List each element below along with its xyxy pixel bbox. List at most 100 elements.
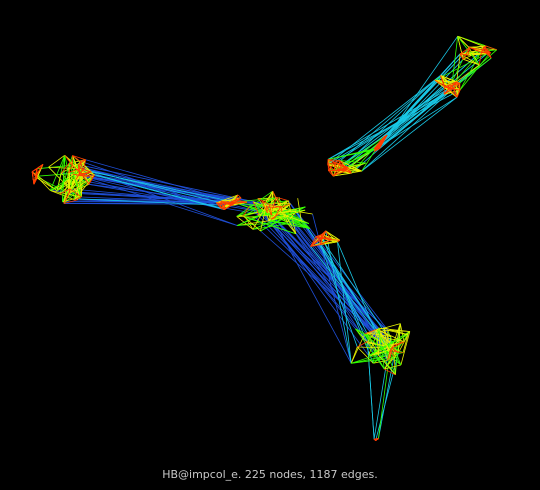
graph-edge bbox=[343, 145, 381, 167]
graph-edge bbox=[257, 212, 311, 229]
graph-edge bbox=[457, 35, 485, 47]
graph-edge bbox=[334, 162, 338, 171]
graph-edge bbox=[378, 328, 385, 370]
graph-edge bbox=[72, 155, 86, 161]
graph-edge bbox=[483, 45, 486, 50]
graph-edge bbox=[243, 196, 277, 217]
graph-edge bbox=[56, 161, 81, 191]
graph-edge bbox=[456, 64, 480, 83]
graph-edge bbox=[317, 230, 326, 238]
graph-edge bbox=[268, 204, 273, 216]
graph-edge bbox=[351, 350, 391, 364]
graph-edge bbox=[379, 333, 396, 375]
graph-edge bbox=[434, 79, 445, 87]
graph-edge bbox=[72, 164, 82, 175]
graph-edge bbox=[337, 160, 341, 171]
graph-edge bbox=[375, 438, 379, 441]
graph-edge bbox=[82, 168, 247, 203]
graph-edge bbox=[355, 328, 395, 358]
graph-edge bbox=[69, 188, 82, 198]
graph-edge bbox=[462, 47, 471, 60]
graph-edge bbox=[79, 168, 92, 173]
graph-edge bbox=[320, 241, 338, 245]
graph-edge bbox=[243, 215, 261, 232]
graph-edge bbox=[389, 347, 393, 360]
graph-edge bbox=[378, 327, 410, 332]
graph-edge bbox=[374, 148, 380, 152]
graph-edge bbox=[457, 36, 464, 60]
graph-edge bbox=[468, 46, 482, 53]
graph-edge bbox=[453, 82, 461, 89]
graph-edge bbox=[236, 190, 273, 217]
graph-edge bbox=[368, 334, 409, 356]
graph-edge bbox=[272, 191, 277, 199]
graph-edge bbox=[372, 328, 380, 364]
graph-edge bbox=[68, 163, 71, 194]
graph-edge bbox=[332, 170, 346, 177]
graph-edge bbox=[459, 47, 471, 55]
graph-edge bbox=[266, 206, 273, 216]
graph-edge bbox=[236, 216, 254, 230]
graph-edge bbox=[463, 58, 480, 66]
graph-edge bbox=[236, 196, 277, 217]
graph-edge bbox=[272, 191, 275, 219]
graph-edge bbox=[297, 198, 302, 222]
graph-edge bbox=[328, 159, 341, 162]
graph-edge bbox=[69, 183, 90, 194]
graph-edge bbox=[69, 171, 92, 190]
graph-edge bbox=[276, 196, 311, 229]
graph-edge bbox=[310, 244, 321, 247]
graph-edge bbox=[350, 346, 358, 364]
graph-edge bbox=[272, 209, 297, 211]
graph-edge bbox=[481, 51, 490, 55]
graph-edge bbox=[60, 162, 70, 174]
graph-edge bbox=[271, 209, 306, 221]
graph-edge bbox=[376, 329, 379, 356]
graph-edge bbox=[327, 160, 341, 165]
graph-edge bbox=[383, 352, 399, 370]
graph-edge bbox=[268, 219, 378, 337]
graph-edge bbox=[235, 194, 239, 201]
graph-edge bbox=[364, 333, 396, 376]
graph-edge bbox=[434, 79, 457, 83]
graph-edge bbox=[351, 85, 453, 174]
graph-edge bbox=[269, 213, 273, 216]
graph-edge bbox=[310, 237, 319, 247]
graph-edge bbox=[67, 165, 73, 173]
graph-edge bbox=[366, 330, 388, 334]
graph-edge bbox=[78, 159, 86, 166]
graph-edge bbox=[82, 171, 225, 210]
graph-edge bbox=[78, 164, 281, 208]
graph-edge bbox=[373, 360, 388, 364]
graph-edge bbox=[440, 75, 446, 87]
graph-edge bbox=[85, 159, 235, 203]
graph-edge bbox=[339, 160, 345, 166]
graph-edge bbox=[31, 171, 35, 185]
graph-edge bbox=[334, 167, 347, 171]
graph-edge bbox=[374, 59, 464, 152]
graph-edge bbox=[270, 218, 393, 349]
graph-edge bbox=[469, 45, 486, 48]
graph-edge bbox=[459, 53, 464, 60]
graph-edge bbox=[36, 164, 44, 170]
graph-edge bbox=[332, 170, 362, 177]
graph-edge bbox=[320, 244, 368, 333]
graph-edge bbox=[485, 45, 488, 54]
graph-edge bbox=[243, 205, 250, 217]
graph-edge bbox=[274, 205, 281, 208]
graph-edge bbox=[63, 194, 69, 204]
graph-edge bbox=[80, 159, 86, 162]
graph-edge bbox=[347, 167, 362, 172]
graph-edge bbox=[261, 200, 268, 214]
graph-edge bbox=[456, 81, 461, 91]
graph-edge bbox=[321, 238, 332, 241]
graph-edge bbox=[72, 155, 81, 162]
graph-edge bbox=[280, 205, 297, 234]
graph-edge bbox=[328, 170, 334, 177]
graph-edge bbox=[33, 176, 37, 185]
graph-edge bbox=[290, 203, 389, 331]
graph-edge bbox=[36, 164, 73, 170]
graph-edge bbox=[451, 49, 484, 86]
graph-edge bbox=[249, 200, 289, 207]
